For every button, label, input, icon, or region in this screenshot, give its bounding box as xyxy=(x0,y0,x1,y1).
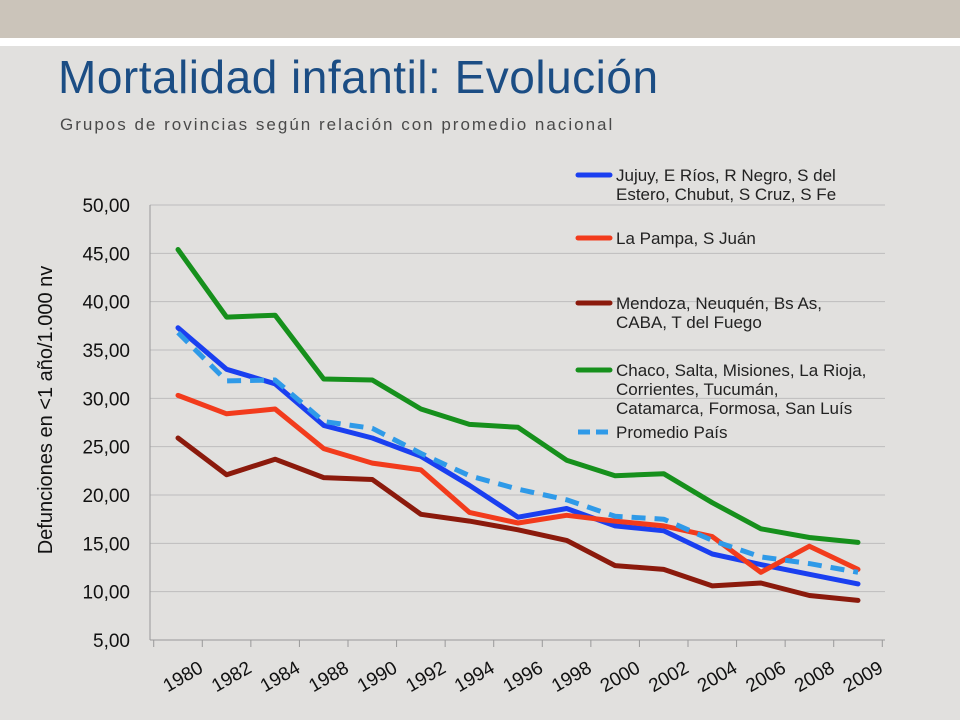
x-tick-label: 2004 xyxy=(694,657,741,697)
y-tick-label: 45,00 xyxy=(82,244,130,265)
y-tick-label: 20,00 xyxy=(82,486,130,507)
y-tick-label: 35,00 xyxy=(82,341,130,362)
x-tick-label: 2006 xyxy=(743,658,790,697)
x-tick-label: 2008 xyxy=(791,658,838,697)
y-tick-label: 10,00 xyxy=(82,583,130,604)
y-tick-label: 5,00 xyxy=(93,631,130,652)
x-tick-label: 1998 xyxy=(548,658,595,697)
series-line-5 xyxy=(176,330,859,575)
legend-label: Corrientes, Tucumán, xyxy=(616,380,779,399)
legend-label: La Pampa, S Juán xyxy=(616,229,756,248)
legend-label: Catamarca, Formosa, San Luís xyxy=(616,399,852,418)
series-line-3 xyxy=(175,435,861,603)
top-accent-bar xyxy=(0,0,960,38)
x-tick-label: 1996 xyxy=(500,658,547,697)
x-tick-label: 1994 xyxy=(451,657,498,697)
series-line-2 xyxy=(175,392,861,575)
top-divider-line xyxy=(0,38,960,46)
y-tick-label: 25,00 xyxy=(82,438,130,459)
y-axis-label: Defunciones en <1 año/1.000 nv xyxy=(35,266,57,555)
x-tick-label: 1982 xyxy=(208,658,255,697)
legend-label: Promedio País xyxy=(616,423,728,442)
x-tick-label: 2009 xyxy=(840,658,887,697)
slide-title: Mortalidad infantil: Evolución xyxy=(58,51,659,103)
chart-series xyxy=(175,247,861,603)
series-line-4 xyxy=(175,247,861,545)
y-tick-label: 30,00 xyxy=(82,389,130,410)
x-tick-label: 2000 xyxy=(597,658,644,697)
legend-label: Jujuy, E Ríos, R Negro, S del xyxy=(616,166,836,185)
x-tick-label: 2002 xyxy=(645,658,692,697)
x-tick-label: 1980 xyxy=(160,658,207,697)
legend-label: CABA, T del Fuego xyxy=(616,313,762,332)
x-tick-label: 1992 xyxy=(403,658,450,697)
x-tick-label: 1990 xyxy=(354,658,401,697)
y-tick-label: 40,00 xyxy=(82,293,130,314)
y-tick-label: 15,00 xyxy=(82,534,130,555)
legend-label: Estero, Chubut, S Cruz, S Fe xyxy=(616,185,836,204)
legend-label: Mendoza, Neuquén, Bs As, xyxy=(616,294,822,313)
legend-label: Chaco, Salta, Misiones, La Rioja, xyxy=(616,361,866,380)
slide-subtitle: Grupos de rovincias según relación con p… xyxy=(60,115,615,134)
x-tick-label: 1984 xyxy=(257,657,304,697)
chart-gridlines xyxy=(150,204,885,593)
x-tick-label: 1988 xyxy=(305,658,352,697)
y-tick-label: 50,00 xyxy=(82,196,130,217)
